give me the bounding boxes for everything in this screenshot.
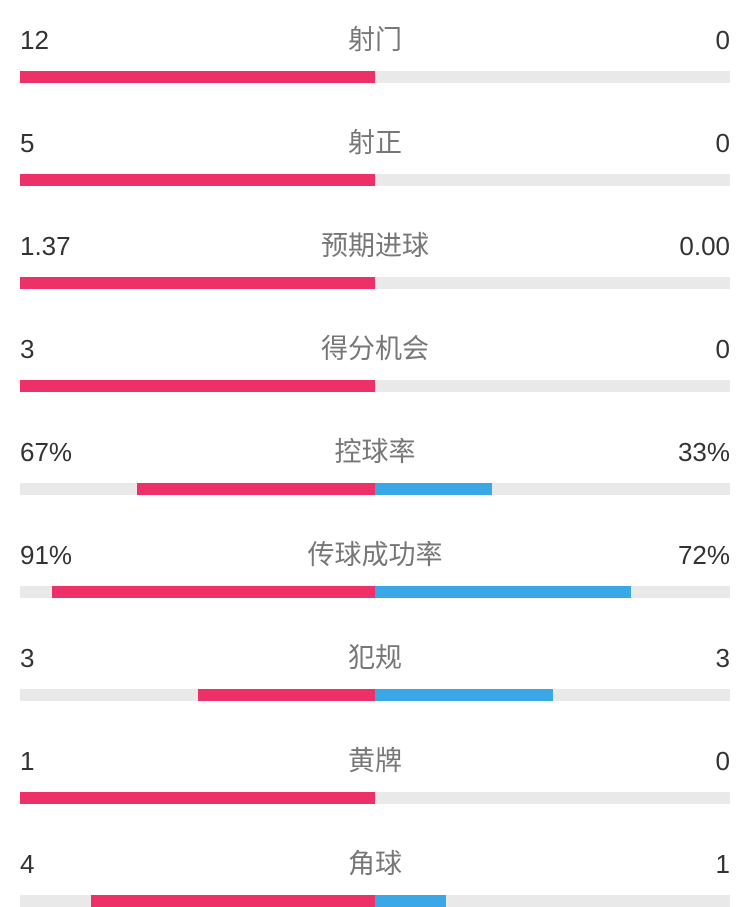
stats-panel: 12 射门 0 5 射正 0 1.37 [0,0,750,907]
stat-bar-left-half [20,689,375,701]
stat-label: 预期进球 [80,224,670,263]
stat-bar-left-fill [20,71,375,83]
stat-labels: 12 射门 0 [20,18,730,57]
stat-bar-left-half [20,586,375,598]
stat-bar-right-half [375,277,730,289]
stat-labels: 3 得分机会 0 [20,327,730,366]
stat-row: 91% 传球成功率 72% [20,533,730,598]
stat-left-value: 5 [20,128,80,159]
stat-bar-left-fill [52,586,375,598]
stat-label: 传球成功率 [80,533,670,572]
stat-label: 角球 [80,842,670,881]
stat-row: 3 得分机会 0 [20,327,730,392]
stat-bar-right-half [375,483,730,495]
stat-left-value: 67% [20,437,80,468]
stat-bar-right-half [375,174,730,186]
stat-bar-left-fill [198,689,376,701]
stat-bar-track [20,689,730,701]
stat-bar-right-half [375,689,730,701]
stat-label: 控球率 [80,430,670,469]
stat-labels: 5 射正 0 [20,121,730,160]
stat-bar-right-half [375,586,730,598]
stat-labels: 1.37 预期进球 0.00 [20,224,730,263]
stat-bar-track [20,174,730,186]
stat-row: 1.37 预期进球 0.00 [20,224,730,289]
stat-bar-track [20,71,730,83]
stat-bar-left-fill [20,174,375,186]
stat-bar-left-half [20,71,375,83]
stat-bar-left-fill [20,380,375,392]
stat-right-value: 1 [670,849,730,880]
stat-bar-left-fill [137,483,375,495]
stat-bar-right-half [375,792,730,804]
stat-bar-left-half [20,792,375,804]
stat-left-value: 3 [20,643,80,674]
stat-left-value: 12 [20,25,80,56]
stat-labels: 1 黄牌 0 [20,739,730,778]
stat-bar-track [20,895,730,907]
stat-bar-right-fill [375,689,553,701]
stat-row: 5 射正 0 [20,121,730,186]
stat-left-value: 1 [20,746,80,777]
stat-row: 67% 控球率 33% [20,430,730,495]
stat-bar-track [20,380,730,392]
stat-labels: 91% 传球成功率 72% [20,533,730,572]
stat-label: 得分机会 [80,327,670,366]
stat-bar-right-fill [375,483,492,495]
stat-bar-track [20,483,730,495]
stat-label: 黄牌 [80,739,670,778]
stat-bar-right-half [375,71,730,83]
stat-bar-left-half [20,174,375,186]
stat-row: 4 角球 1 [20,842,730,907]
stat-right-value: 0 [670,25,730,56]
stat-row: 12 射门 0 [20,18,730,83]
stat-bar-left-half [20,895,375,907]
stat-bar-left-fill [20,277,375,289]
stat-bar-left-half [20,277,375,289]
stat-left-value: 3 [20,334,80,365]
stat-bar-left-half [20,380,375,392]
stat-row: 1 黄牌 0 [20,739,730,804]
stat-label: 射正 [80,121,670,160]
stat-row: 3 犯规 3 [20,636,730,701]
stat-labels: 67% 控球率 33% [20,430,730,469]
stat-right-value: 33% [670,437,730,468]
stat-bar-track [20,277,730,289]
stat-left-value: 4 [20,849,80,880]
stat-bar-right-fill [375,895,446,907]
stat-right-value: 3 [670,643,730,674]
stat-left-value: 1.37 [20,231,80,262]
stat-bar-left-fill [20,792,375,804]
stat-bar-right-fill [375,586,631,598]
stat-right-value: 0 [670,334,730,365]
stat-labels: 3 犯规 3 [20,636,730,675]
stat-labels: 4 角球 1 [20,842,730,881]
stat-label: 犯规 [80,636,670,675]
stat-bar-left-half [20,483,375,495]
stat-bar-right-half [375,380,730,392]
stat-bar-right-half [375,895,730,907]
stat-bar-track [20,792,730,804]
stat-label: 射门 [80,18,670,57]
stat-right-value: 0 [670,128,730,159]
stat-bar-left-fill [91,895,375,907]
stat-right-value: 72% [670,540,730,571]
stat-right-value: 0 [670,746,730,777]
stat-right-value: 0.00 [670,231,730,262]
stat-left-value: 91% [20,540,80,571]
stat-bar-track [20,586,730,598]
